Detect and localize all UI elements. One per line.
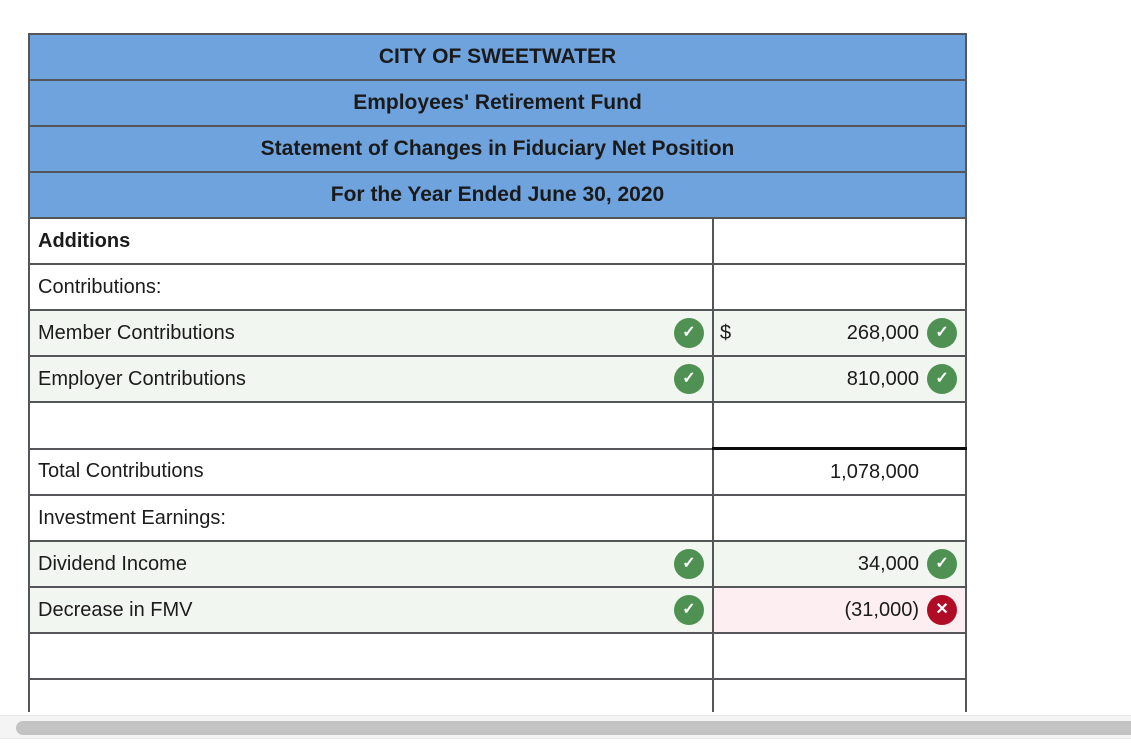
total-value: 1,078,000	[711, 447, 968, 496]
subtotal-rule-cell	[711, 401, 968, 450]
row-label: Member Contributions	[38, 321, 235, 344]
correct-check-icon: ✓	[674, 364, 704, 394]
row-empty-2	[28, 678, 968, 712]
correct-check-icon: ✓	[927, 318, 958, 348]
row-dividend-income: Dividend Income ✓ 34,000 ✓	[28, 540, 968, 588]
row-contributions-heading: Contributions:	[28, 263, 968, 311]
scrollbar-thumb[interactable]	[16, 721, 1131, 735]
empty-value-cell	[711, 632, 968, 680]
period-title: For the Year Ended June 30, 2020	[28, 171, 968, 219]
row-subtotal-rule	[28, 401, 968, 450]
correct-check-icon: ✓	[674, 595, 704, 625]
row-additions: Additions	[28, 217, 968, 265]
row-label: Decrease in FMV	[38, 598, 193, 621]
fund-title: Employees' Retirement Fund	[28, 79, 968, 127]
statement-table: CITY OF SWEETWATER Employees' Retirement…	[28, 33, 968, 712]
statement-table-container: CITY OF SWEETWATER Employees' Retirement…	[28, 33, 969, 712]
header-row-period: For the Year Ended June 30, 2020	[28, 171, 968, 219]
row-label: Dividend Income	[38, 552, 187, 575]
correct-check-icon: ✓	[927, 549, 958, 579]
currency-symbol: $	[720, 321, 732, 344]
row-total-contributions: Total Contributions 1,078,000	[28, 447, 968, 496]
empty-value-cell	[711, 217, 968, 265]
value-input-cell[interactable]: $ 268,000 ✓	[711, 309, 968, 357]
correct-check-icon: ✓	[674, 318, 704, 348]
section-label: Additions	[28, 217, 714, 265]
row-member-contributions: Member Contributions ✓ $ 268,000 ✓	[28, 309, 968, 357]
row-label: Employer Contributions	[38, 367, 246, 390]
header-row-fund: Employees' Retirement Fund	[28, 79, 968, 127]
row-investment-earnings-heading: Investment Earnings:	[28, 494, 968, 542]
row-value: 268,000	[846, 321, 920, 344]
label-input-cell[interactable]: Employer Contributions ✓	[28, 355, 714, 403]
label-input-cell[interactable]: Dividend Income ✓	[28, 540, 714, 588]
empty-value-cell	[711, 494, 968, 542]
incorrect-x-icon: ✕	[927, 595, 958, 625]
correct-check-icon: ✓	[927, 364, 958, 394]
empty-label-cell	[28, 401, 714, 450]
value-input-cell[interactable]: 34,000 ✓	[711, 540, 968, 588]
row-empty-1	[28, 632, 968, 680]
row-value: (31,000)	[844, 598, 920, 621]
row-value: 34,000	[857, 552, 920, 575]
group-label: Investment Earnings:	[28, 494, 714, 542]
value-input-cell[interactable]: 810,000 ✓	[711, 355, 968, 403]
empty-label-cell	[28, 632, 714, 680]
label-input-cell[interactable]: Decrease in FMV ✓	[28, 586, 714, 634]
empty-label-cell	[28, 678, 714, 712]
empty-value-cell	[711, 678, 968, 712]
statement-title: Statement of Changes in Fiduciary Net Po…	[28, 125, 968, 173]
row-value: 810,000	[846, 367, 920, 390]
label-input-cell[interactable]: Member Contributions ✓	[28, 309, 714, 357]
correct-check-icon: ✓	[674, 549, 704, 579]
header-row-statement: Statement of Changes in Fiduciary Net Po…	[28, 125, 968, 173]
entity-title: CITY OF SWEETWATER	[28, 33, 968, 81]
horizontal-scrollbar[interactable]	[0, 715, 1131, 739]
row-decrease-in-fmv: Decrease in FMV ✓ (31,000) ✕	[28, 586, 968, 634]
total-label: Total Contributions	[28, 447, 714, 496]
empty-value-cell	[711, 263, 968, 311]
header-row-entity: CITY OF SWEETWATER	[28, 33, 968, 81]
row-employer-contributions: Employer Contributions ✓ 810,000 ✓	[28, 355, 968, 403]
value-input-cell[interactable]: (31,000) ✕	[711, 586, 968, 634]
group-label: Contributions:	[28, 263, 714, 311]
